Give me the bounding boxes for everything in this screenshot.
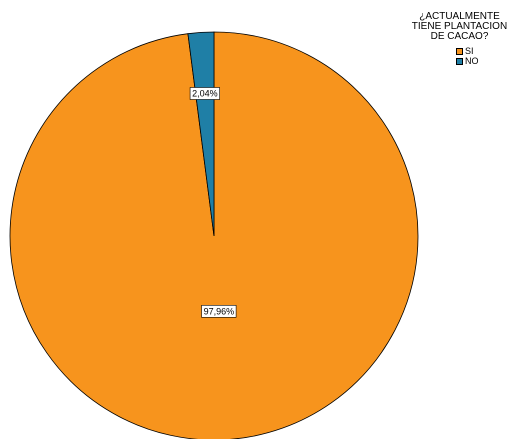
legend-label-si: SI (465, 46, 474, 56)
legend-swatch-no (456, 57, 463, 65)
data-label-text-si: 97,96% (204, 306, 235, 316)
pie-slice-no (187, 31, 215, 237)
data-label-si: 97,96% (201, 305, 237, 318)
data-label-no: 2,04% (189, 87, 220, 100)
legend-swatch-si (456, 47, 463, 55)
legend-item-si: SI (456, 46, 515, 56)
legend-item-no: NO (456, 56, 515, 66)
legend-label-no: NO (465, 56, 479, 66)
data-label-box-no (189, 87, 220, 100)
data-label-text-no: 2,04% (192, 88, 218, 98)
legend-title: ¿ACTUALMENTE TIENE PLANTACION DE CACAO? (411, 11, 508, 42)
chart-legend: ¿ACTUALMENTE TIENE PLANTACION DE CACAO? … (404, 11, 515, 67)
legend-items: SI NO (456, 46, 515, 66)
data-label-box-si (201, 305, 237, 318)
